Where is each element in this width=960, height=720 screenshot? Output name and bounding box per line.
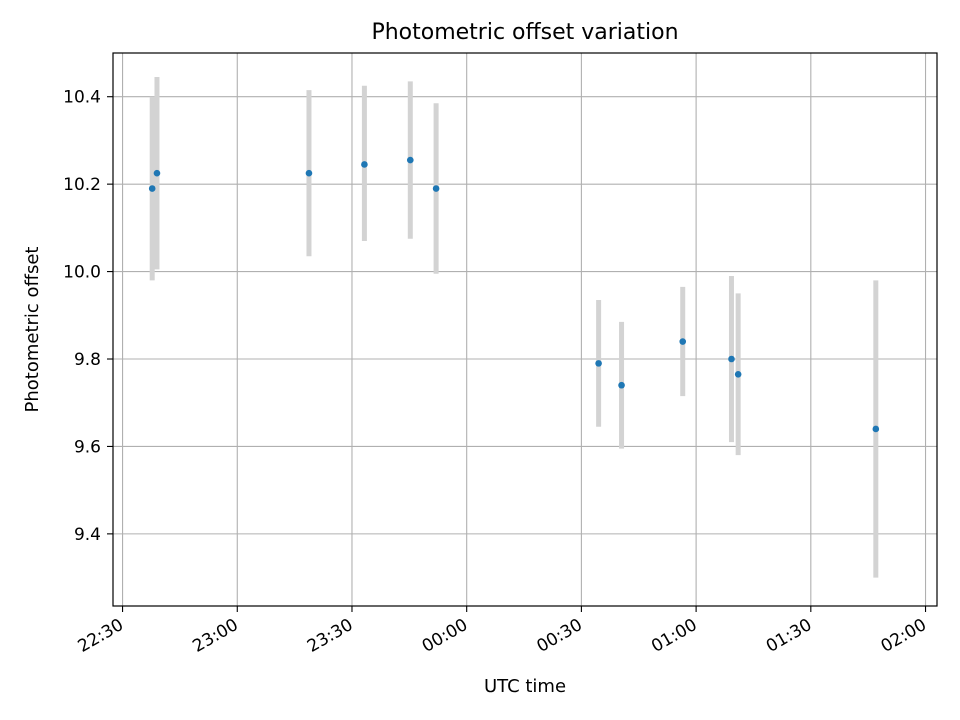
x-axis-label: UTC time — [484, 676, 566, 697]
x-tick-label: 01:00 — [648, 615, 700, 657]
data-point — [432, 185, 440, 192]
data-point — [361, 161, 368, 168]
x-tick-label: 22:30 — [75, 615, 127, 657]
data-point — [679, 338, 687, 345]
y-tick-label: 10.2 — [63, 175, 101, 195]
y-tick-label: 9.6 — [74, 437, 101, 457]
error-bars — [149, 77, 879, 578]
plot-frame — [112, 52, 938, 607]
y-tick-label: 9.4 — [74, 525, 101, 545]
x-tick-label: 00:00 — [419, 615, 471, 657]
x-tick-label: 01:30 — [763, 615, 815, 657]
data-point — [595, 360, 602, 367]
data-point — [153, 169, 161, 177]
data-point — [148, 185, 156, 192]
grid — [113, 53, 937, 606]
y-axis-label: Photometric offset — [22, 247, 43, 413]
x-tick-label: 00:30 — [533, 615, 585, 657]
data-points — [148, 156, 880, 433]
ticks: 22:30 23:00 23:30 00:00 00:30 01:00 01:30 02:00… — [63, 88, 930, 657]
data-point — [618, 381, 625, 389]
data-point — [872, 425, 880, 433]
data-point — [734, 371, 742, 378]
x-tick-label: 23:30 — [304, 615, 356, 657]
y-tick-label: 9.8 — [74, 350, 101, 370]
x-tick-label: 02:00 — [878, 615, 930, 657]
y-tick-label: 10.4 — [63, 88, 101, 108]
x-tick-label: 23:00 — [189, 615, 241, 657]
data-point — [406, 156, 414, 164]
chart-title: Photometric offset variation — [371, 20, 678, 45]
y-tick-label: 10.0 — [63, 263, 101, 283]
data-point — [305, 169, 313, 177]
data-point — [728, 355, 735, 363]
